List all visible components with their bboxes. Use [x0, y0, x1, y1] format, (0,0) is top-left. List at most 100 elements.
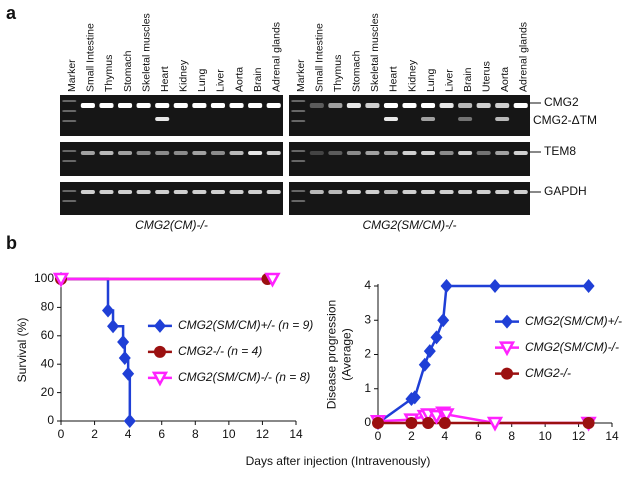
gel-band — [62, 160, 77, 162]
gel-band — [291, 100, 306, 102]
legend-symbol — [151, 371, 169, 387]
y-tick-label: 40 — [41, 356, 55, 370]
gel-band — [383, 190, 399, 194]
data-point — [423, 344, 436, 359]
data-point — [408, 390, 421, 405]
gel-band — [439, 190, 454, 194]
x-tick-label: 6 — [475, 429, 482, 443]
gel-band — [476, 190, 491, 194]
gel-band — [383, 151, 399, 155]
y-tick-label: 2 — [364, 347, 371, 361]
x-tick-label: 6 — [158, 427, 165, 441]
gel-band — [346, 190, 361, 194]
x-tick-label: 10 — [222, 427, 236, 441]
gel-image — [289, 182, 530, 215]
lane-label: Kidney — [406, 59, 418, 92]
genotype-label: CMG2(CM)-/- — [135, 218, 208, 232]
gel-band — [117, 103, 133, 108]
lane-label: Skeletal muscles — [140, 13, 152, 92]
data-point — [486, 416, 504, 432]
lane-label: Thymus — [332, 55, 344, 92]
legend-symbol — [501, 314, 513, 329]
gel-band — [210, 190, 226, 194]
lane-label: Marker — [66, 59, 78, 92]
data-point — [123, 414, 136, 428]
data-point — [122, 366, 135, 381]
legend-label: CMG2(SM/CM)+/- — [525, 314, 622, 328]
legend-marker — [153, 345, 166, 358]
gel-band — [210, 103, 226, 108]
gel-band — [420, 117, 436, 121]
data-point — [405, 417, 418, 429]
band-label: GAPDH — [544, 184, 587, 198]
y-tick-label: 0 — [47, 413, 54, 427]
gel-band — [192, 190, 207, 194]
legend-label: CMG2(SM/CM)-/- (n = 8) — [178, 370, 310, 384]
x-axis-label: Days after injection (Intravenously) — [246, 454, 431, 468]
lane-label: Stomach — [351, 50, 363, 92]
gel-band — [328, 190, 343, 194]
gel-band — [458, 151, 473, 155]
x-tick-label: 4 — [125, 427, 132, 441]
data-point — [438, 417, 451, 429]
gel-band — [229, 190, 244, 194]
gel-band — [476, 151, 491, 155]
gel-band — [155, 190, 170, 194]
lane-label: Adrenal glands — [270, 22, 282, 92]
gel-band — [117, 190, 133, 194]
gel-band — [117, 151, 133, 155]
gel-band — [365, 151, 380, 155]
y-tick-label: 100 — [34, 271, 54, 285]
y-axis-label: (Average) — [340, 328, 354, 380]
panel-label: a — [6, 3, 17, 23]
data-point — [582, 417, 595, 429]
gel-band — [136, 190, 151, 194]
gel-band — [402, 190, 417, 194]
gel-band — [155, 103, 170, 108]
gel-band — [291, 160, 306, 162]
gel-band — [62, 110, 77, 112]
gel-band — [420, 190, 436, 194]
y-tick-label: 80 — [41, 300, 55, 314]
x-tick-label: 8 — [508, 429, 515, 443]
gel-band — [439, 151, 454, 155]
gel-band — [495, 103, 510, 108]
gel-band — [62, 100, 77, 102]
y-tick-label: 0 — [364, 415, 371, 429]
gel-band — [383, 103, 399, 108]
legend-marker — [501, 367, 513, 380]
gel-band — [155, 151, 170, 155]
legend-label: CMG2-/- — [525, 366, 571, 380]
data-point — [438, 408, 455, 424]
lane-label: Lung — [425, 68, 437, 92]
legend-symbol — [153, 345, 166, 358]
gel-band — [513, 190, 528, 194]
gel-band — [192, 103, 207, 108]
lane-label: Small Intestine — [314, 23, 326, 92]
gel-band — [365, 103, 380, 108]
gel-band — [328, 151, 343, 155]
x-tick-label: 8 — [192, 427, 199, 441]
x-tick-label: 4 — [442, 429, 449, 443]
data-point — [422, 417, 435, 429]
gel-band — [495, 151, 510, 155]
data-point — [102, 303, 114, 318]
gel-band — [229, 151, 244, 155]
gel-band — [266, 151, 281, 155]
lane-label: Thymus — [103, 55, 115, 92]
data-point — [264, 272, 281, 288]
gel-band — [476, 103, 491, 108]
x-tick-label: 0 — [375, 429, 382, 443]
gel-band — [458, 190, 473, 194]
gel-band — [248, 151, 263, 155]
lane-label: Uterus — [480, 61, 492, 92]
gel-band — [173, 151, 188, 155]
y-axis-label: Survival (%) — [15, 318, 29, 383]
gel-band — [210, 151, 226, 155]
y-axis-label: Disease progression — [325, 300, 339, 409]
gel-image — [289, 95, 530, 136]
gel-band — [383, 117, 399, 121]
band-label: CMG2 — [544, 95, 579, 109]
gel-band — [173, 190, 188, 194]
